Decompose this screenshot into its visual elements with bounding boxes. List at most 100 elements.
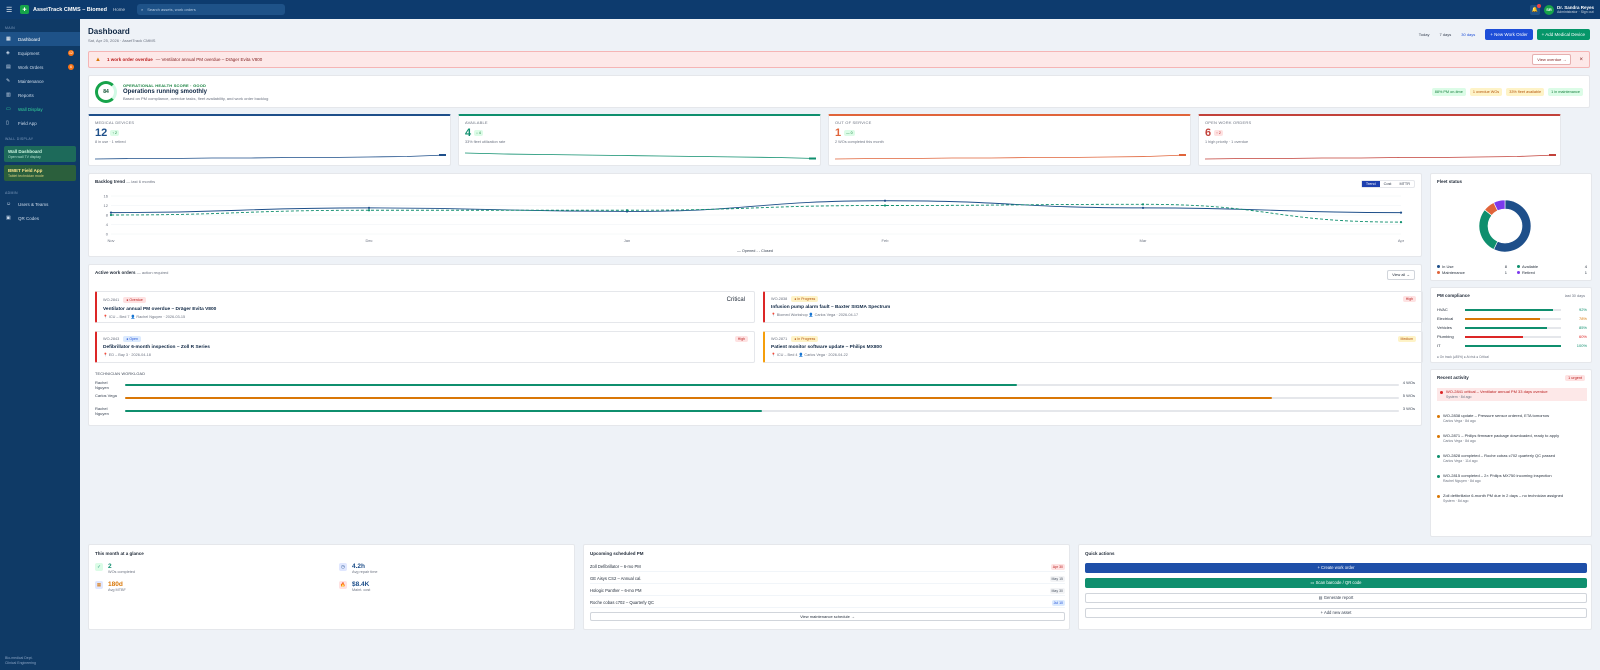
add-device-button[interactable]: + Add Medical Device [1536, 29, 1590, 40]
sidebar-item-reports[interactable]: ▥ Reports [0, 88, 80, 102]
sidebar-item-wall-display[interactable]: ▭ Wall Display [0, 102, 80, 116]
alert-detail: — Ventilator annual PM overdue – Dräger … [155, 57, 263, 62]
calendar-icon: ▦ [95, 581, 103, 589]
y-tick-label: 8 [106, 213, 109, 218]
x-tick-label: Mar [1140, 238, 1148, 243]
close-icon[interactable]: × [1579, 56, 1583, 63]
fleet-legend-item: Retired 1 [1517, 269, 1587, 275]
chart-icon: ▥ [6, 92, 11, 98]
work-order-title: Defibrillator 6-month inspection – Zoll … [103, 345, 210, 350]
sidebar-item-dashboard[interactable]: ▦ Dashboard [0, 32, 80, 46]
sidebar-item-work-orders[interactable]: ▤ Work Orders 6 [0, 60, 80, 74]
toggle-mttr[interactable]: MTTR [1399, 182, 1410, 186]
menu-icon[interactable]: ☰ [6, 6, 13, 14]
field-app-card[interactable]: BMET Field App Tablet technician mode [4, 165, 76, 181]
work-order-card[interactable]: WO-2838 ● In Progress High Infusion pump al… [763, 291, 1423, 323]
wall-dashboard-title: Wall Dashboard [8, 149, 42, 154]
pm-value: 78% [1578, 316, 1587, 321]
data-point [367, 209, 371, 212]
fleet-legend-item: In Use 8 [1437, 263, 1507, 269]
activity-text: WO-2841 critical – Ventilator annual PM … [1446, 389, 1548, 394]
user-menu[interactable]: Dr. Sandra Reyes Administrator · Sign ou… [1557, 5, 1594, 14]
view-overdue-button[interactable]: View overdue → [1532, 54, 1572, 65]
avatar[interactable]: SR [1543, 4, 1554, 15]
monitor-icon: ▭ [6, 106, 11, 112]
upcoming-pm-name: Roche cobas c702 – Quarterly QC [590, 600, 655, 605]
add-asset-button[interactable]: + Add new asset [1085, 608, 1587, 618]
work-order-card[interactable]: WO-2843 ● Open High Defibrillator 6-month i… [95, 331, 755, 363]
sidebar-section-admin: ADMIN [5, 191, 18, 195]
person-icon: 👤 [129, 315, 137, 319]
technician-name: Rachel Nguyen [95, 380, 109, 390]
priority-badge: Medium [1397, 336, 1416, 342]
work-order-meta: 📍 ICU – Bed 4 👤 Carlos Vega · 2026-04-22 [771, 352, 1416, 357]
scan-barcode-button[interactable]: ▭ Scan barcode / QR code [1085, 578, 1587, 588]
toggle-cost[interactable]: Cost [1383, 182, 1392, 186]
x-tick-label: Apr [1398, 238, 1405, 243]
upcoming-pm-row[interactable]: GE Aisys CS2 – Annual cal. May 15 [590, 574, 1065, 584]
priority-badge: High [734, 336, 748, 342]
health-heading: Operations running smoothly [123, 88, 208, 95]
fleet-legend-row: In Use 8 Available 4 [1437, 263, 1587, 269]
activity-meta: Rachel Nguyen · 8d ago [1443, 478, 1481, 483]
wall-dashboard-card[interactable]: Wall Dashboard Open wall TV display [4, 146, 76, 162]
breadcrumb[interactable]: Home [112, 7, 125, 12]
upcoming-pm-row[interactable]: Hologic Panther – 6-mo PM May 30 [590, 586, 1065, 596]
range-today[interactable]: Today [1418, 32, 1430, 37]
activity-meta: Carlos Vega · 11d ago [1443, 458, 1478, 463]
qr-icon: ▣ [6, 215, 11, 221]
sidebar-item-label: Reports [18, 92, 34, 98]
x-tick-label: Jan [624, 238, 630, 243]
kpi-label: OPEN WORK ORDERS [1205, 120, 1252, 125]
kpi-value: 12 [95, 127, 108, 139]
toggle-trend[interactable]: Trend [1361, 181, 1380, 187]
generate-report-button[interactable]: ▤ Generate report [1085, 593, 1587, 603]
work-order-meta: 📍 Biomed Workshop 👤 Carlos Vega · 2026-0… [771, 312, 1416, 317]
activity-item[interactable]: WO-2828 completed – Roche cobas c702 qua… [1437, 453, 1587, 463]
upcoming-pm-name: Hologic Panther – 6-mo PM [590, 588, 642, 593]
new-work-order-button[interactable]: + New Work Order [1485, 29, 1533, 40]
notifications-button[interactable]: 🔔 [1529, 3, 1541, 15]
activity-meta: Carlos Vega · 8d ago [1443, 418, 1476, 423]
glance-item: ✓ 2 WOs completed [95, 563, 135, 574]
sidebar-item-maintenance[interactable]: ✎ Maintenance [0, 74, 80, 88]
work-order-title: Infusion pump alarm fault – Baxter SIGMA… [771, 305, 891, 310]
kpi-change-badge: ↑ 2 [110, 130, 119, 136]
range-30-days[interactable]: 30 days [1461, 32, 1476, 37]
upcoming-pm-date: May 15 [1049, 575, 1065, 582]
location-pin-icon: 📍 [103, 353, 109, 357]
view-all-button[interactable]: View all → [1387, 270, 1415, 280]
upcoming-pm-row[interactable]: Roche cobas c702 – Quarterly QC Jul 10 [590, 598, 1065, 608]
sparkline-path [465, 152, 816, 159]
y-tick-label: 4 [106, 222, 109, 227]
location-pin-icon: 📍 [771, 353, 777, 357]
work-order-card[interactable]: WO-2841 ● Overdue Critical Ventilator annua… [95, 291, 755, 323]
work-order-date: 2026-04-22 [828, 353, 848, 357]
view-schedule-link[interactable]: View maintenance schedule → [590, 612, 1065, 621]
range-7-days[interactable]: 7 days [1439, 32, 1452, 37]
work-order-card[interactable]: WO-2871 ● In Progress Medium Patient monito… [763, 331, 1423, 363]
sidebar-item-qr-codes[interactable]: ▣ QR Codes [0, 211, 80, 225]
activity-item[interactable]: WO-2841 critical – Ventilator annual PM … [1437, 388, 1587, 401]
upcoming-pm-row[interactable]: Zoll Defibrillator – 6-mo PM Apr 30 [590, 562, 1065, 572]
activity-item[interactable]: Zoll defibrillator 6-month PM due in 2 d… [1437, 493, 1587, 503]
activity-item[interactable]: WO-2838 update – Pressure sensor ordered… [1437, 413, 1587, 423]
activity-body: Zoll defibrillator 6-month PM due in 2 d… [1443, 493, 1563, 502]
user-role[interactable]: Administrator · Sign out [1556, 10, 1594, 14]
pm-value: 100% [1576, 343, 1587, 348]
activity-item[interactable]: WO-2871 – Philips firmware package downl… [1437, 433, 1587, 443]
activity-text: WO-2838 update – Pressure sensor ordered… [1443, 413, 1550, 418]
activity-item[interactable]: WO-2815 completed – 2× Philips MX750 inc… [1437, 473, 1587, 483]
sidebar-item-equipment[interactable]: ◈ Equipment 12 [0, 46, 80, 60]
activity-text: WO-2815 completed – 2× Philips MX750 inc… [1443, 473, 1552, 478]
sidebar-item-field-app[interactable]: ▯ Field App [0, 116, 80, 130]
sidebar-item-label: Users & Teams [18, 201, 49, 207]
glance-label: Maint. cost [352, 588, 371, 592]
search-input[interactable]: ⌕ Search assets, work orders [136, 4, 285, 15]
workload-count: 5 WOs [1402, 393, 1415, 398]
legend-label: Available [1522, 263, 1539, 269]
kpi-label: OUT OF SERVICE [835, 120, 872, 125]
create-work-order-button[interactable]: + Create work order [1085, 563, 1587, 573]
sidebar-item-users[interactable]: ☺ Users & Teams [0, 197, 80, 211]
